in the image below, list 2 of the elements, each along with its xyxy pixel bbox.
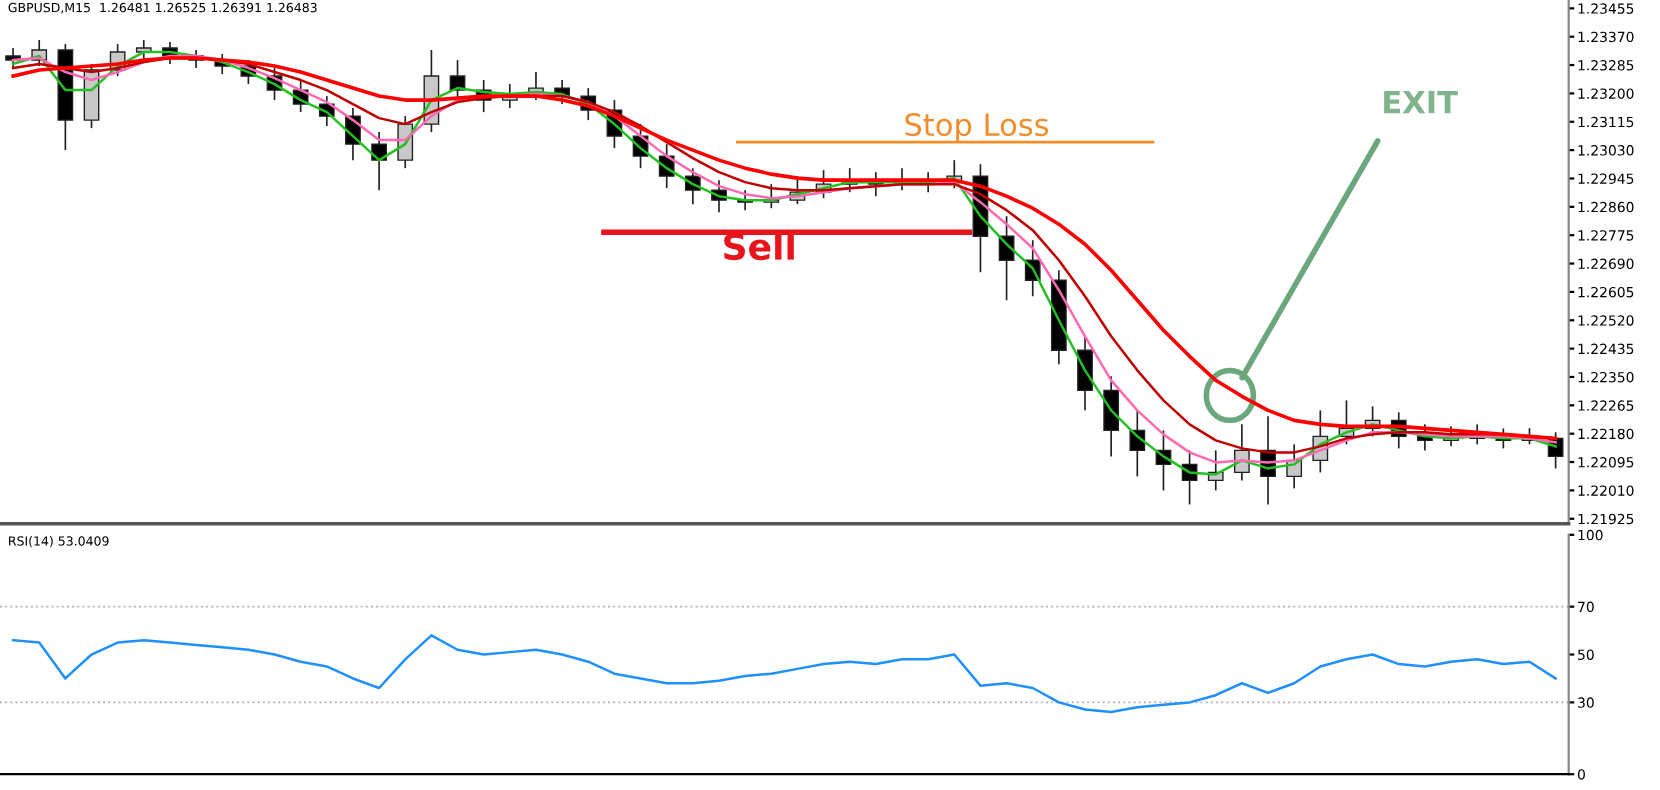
ref-line-label: Stop Loss [905, 113, 1049, 143]
annotation: EXIT [1384, 90, 1458, 114]
